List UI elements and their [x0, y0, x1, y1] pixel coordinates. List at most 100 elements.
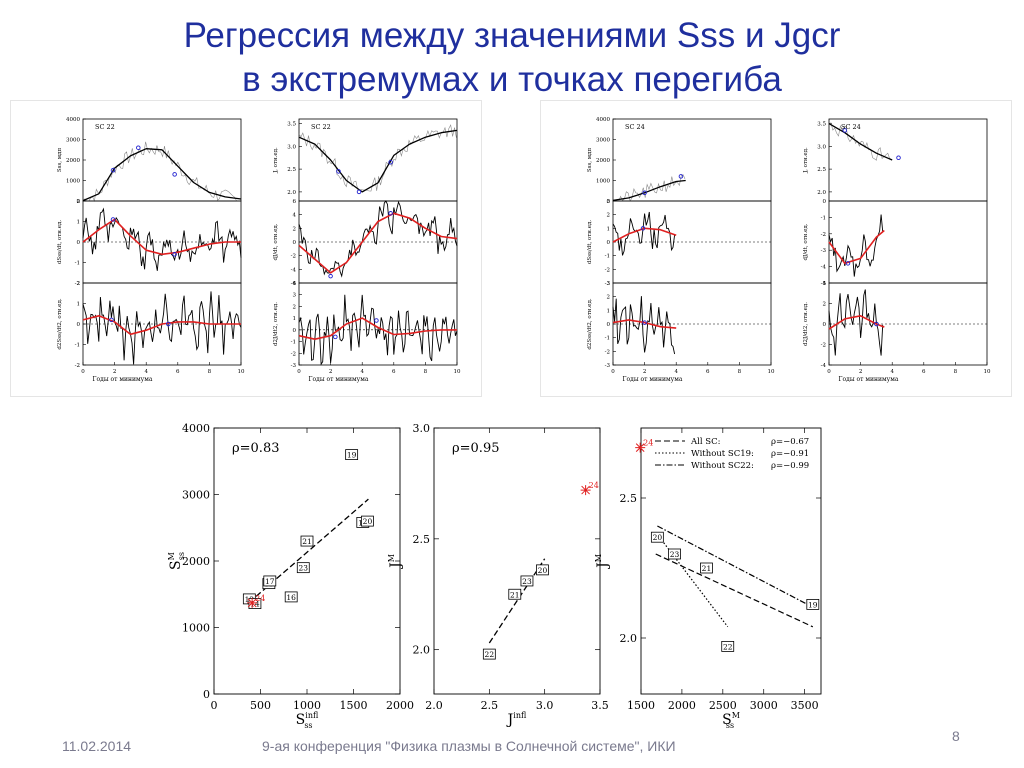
x-tick-label: 6 [922, 369, 926, 375]
y-tick-label: -1 [605, 254, 610, 260]
y-tick-label: 0 [293, 328, 297, 334]
y-tick-label: -2 [821, 343, 826, 349]
legend-rho: ρ=−0.91 [771, 449, 809, 459]
cycle-point-box [284, 591, 298, 603]
y-tick-label: -2 [605, 267, 610, 273]
y-tick-label: -2 [75, 363, 80, 369]
x-tick-label: 4 [360, 369, 364, 375]
y-tick-label: 4000 [182, 422, 210, 435]
plot-frame [433, 427, 601, 695]
extremum-marker [845, 261, 851, 266]
y-tick-label: -1 [75, 343, 80, 349]
y-tick-label: 2 [293, 304, 297, 310]
extremum-marker [110, 217, 116, 222]
y-tick-label: -2 [291, 254, 296, 260]
y-tick-label: -3 [821, 248, 827, 254]
extremum-marker [896, 155, 901, 160]
y-tick-label: 2.0 [620, 632, 638, 645]
regression-line [248, 498, 369, 603]
extremum-marker [874, 321, 879, 327]
y-tick-label: 3000 [596, 138, 610, 144]
cycle-point-label: 23 [299, 564, 309, 573]
subplot-frame [612, 200, 772, 284]
y-tick-label: 6 [293, 199, 297, 205]
y-tick-label: 0 [77, 240, 81, 246]
cycle-point-box [721, 640, 735, 652]
cycle-label: SC 22 [95, 123, 115, 131]
regression-figure: 0 500 1000 1500 2000 0 1000 2000 3000 4000 SMss Sin… [167, 422, 822, 730]
x-axis-label: Sinfl ss [296, 711, 319, 730]
extremum-marker [374, 318, 379, 323]
extremum-marker [328, 273, 333, 279]
x-tick-label: 0 [827, 369, 831, 375]
y-tick-label: 0 [607, 199, 611, 205]
cycle-point-box [536, 564, 549, 576]
x-axis-label: Годы от минимума [839, 376, 899, 383]
x-tick-label: 2 [329, 369, 333, 375]
y-tick-label: 1000 [596, 179, 610, 185]
y-tick-label: 3000 [182, 489, 210, 502]
x-tick-label: 8 [738, 369, 742, 375]
smoothed-series [82, 148, 242, 202]
fit-curve [82, 218, 241, 256]
y-axis-label: dSss/dt, отн.ед. [57, 220, 63, 264]
smoothed-series [298, 129, 458, 193]
derivative-series [82, 291, 242, 365]
x-tick-label: 1500 [340, 699, 368, 712]
y-tick-label: 2 [293, 226, 297, 232]
y-tick-label: -5 [821, 281, 827, 287]
regression-line [657, 525, 814, 608]
cycle-point-box [520, 575, 534, 587]
y-tick-label: -2 [75, 281, 80, 287]
x-tick-label: 2000 [668, 699, 696, 712]
x-tick-label: 2 [643, 369, 647, 375]
y-tick-label: 3 [293, 293, 297, 299]
chart-reg3: 1500 2000 2500 3000 3500 2.0 2.5 JM SM ss 20 23 21 22… [594, 427, 822, 730]
extremum-marker [172, 252, 177, 257]
sc22-panel: 0 1000 2000 3000 4000 Sss, мдп SC 22 -2 -1 0 1 2 dSs… [10, 100, 482, 397]
regression-line [656, 534, 729, 628]
regression-panel: 0 500 1000 1500 2000 0 1000 2000 3000 4000 SMss Sin… [146, 408, 828, 730]
cycle-point-box [361, 515, 374, 527]
extremum-marker [136, 145, 141, 150]
fit-curve [298, 212, 458, 274]
y-tick-label: -4 [821, 363, 827, 369]
x-tick-label: 2000 [386, 699, 414, 712]
extremum-marker [388, 211, 393, 216]
y-tick-label: -1 [605, 336, 610, 342]
x-tick-label: 3000 [750, 699, 778, 712]
cycle-point-box [650, 531, 664, 543]
subplot-frame [828, 200, 988, 284]
y-tick-label: 2.5 [620, 492, 638, 505]
chart-reg1: 0 500 1000 1500 2000 0 1000 2000 3000 4000 SMss Sin… [167, 422, 414, 730]
cycle-point-label: 23 [670, 550, 680, 559]
y-tick-label: 3 [607, 199, 611, 205]
y-tick-label: 3.5 [817, 122, 826, 128]
x-tick-label: 6 [392, 369, 396, 375]
plot-frame [213, 427, 401, 695]
sc24-label: 24 [589, 481, 599, 490]
chart-reg2: 2.0 2.5 3.0 3.5 2.0 2.5 3.0 JM Jinfl ρ=0.95 22 2123… [387, 422, 609, 728]
y-tick-label: -3 [291, 363, 297, 369]
cycle-point-label: 23 [522, 577, 532, 586]
y-tick-label: 0 [607, 240, 611, 246]
x-tick-label: 3.5 [591, 699, 609, 712]
y-tick-label: 3.0 [287, 144, 296, 150]
subplot-frame [82, 200, 242, 284]
x-tick-label: 2 [859, 369, 863, 375]
x-tick-label: 6 [176, 369, 180, 375]
y-tick-label: 3 [607, 281, 611, 287]
x-tick-label: 3500 [791, 699, 819, 712]
cycle-point-label: 22 [485, 650, 495, 659]
x-tick-label: 0 [297, 369, 301, 375]
cycle-point-box [248, 598, 262, 609]
cycle-label: SC 24 [625, 123, 645, 131]
x-tick-label: 1000 [293, 699, 321, 712]
sc24-star [580, 485, 591, 496]
regression-line [655, 553, 814, 628]
derivative-series [612, 296, 676, 355]
slide-title: Регрессия между значениями Sss и Jgcr в … [0, 14, 1024, 102]
y-tick-label: 0 [823, 322, 827, 328]
cycle-label: SC 22 [311, 123, 331, 131]
x-tick-label: 500 [250, 699, 271, 712]
